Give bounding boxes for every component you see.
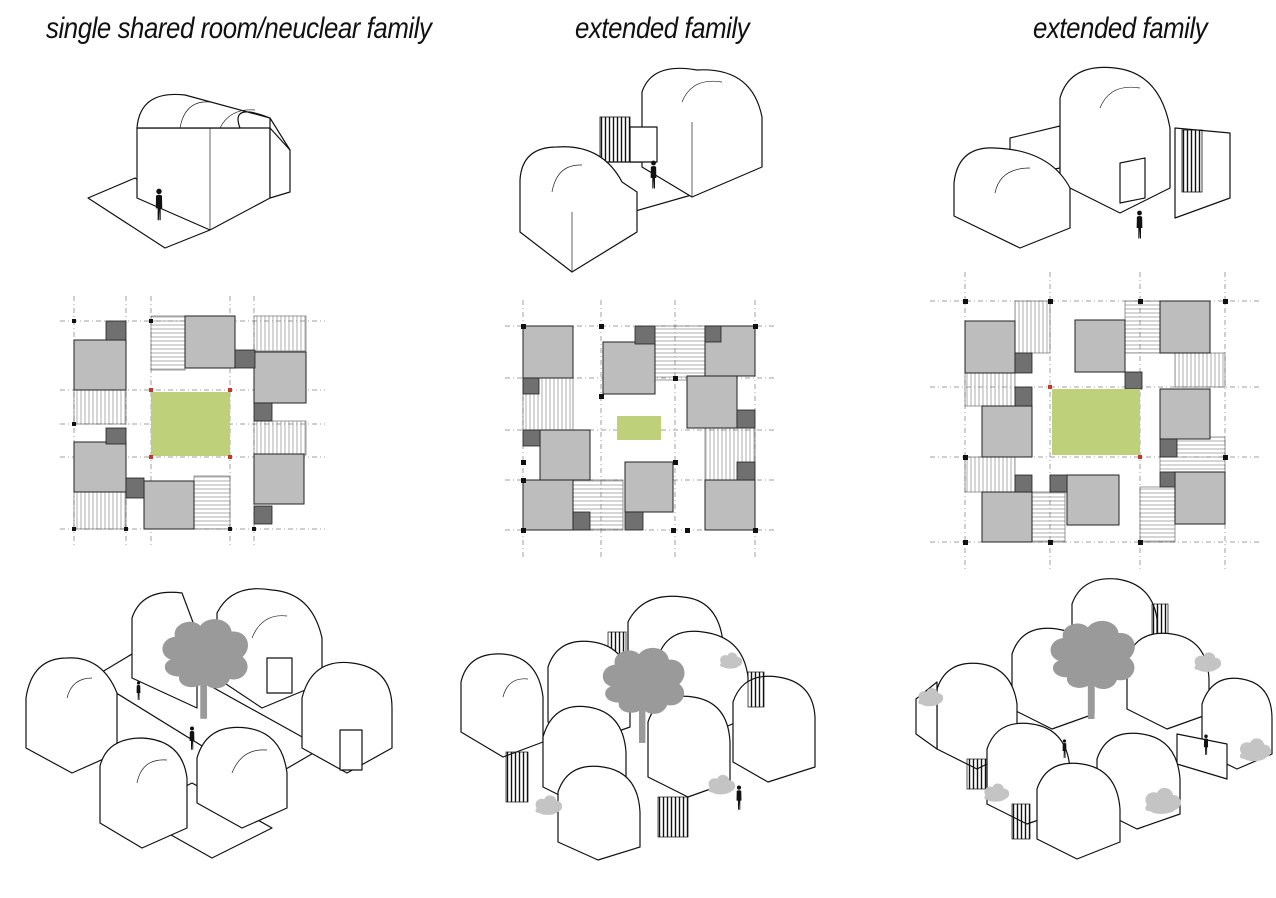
unit-axonometric-1 — [87, 93, 291, 249]
column-title-2: extended family — [575, 12, 750, 45]
cluster-axonometric-3 — [915, 578, 1273, 860]
unit-axonometric-3 — [953, 66, 1231, 249]
courtyard — [617, 416, 661, 440]
cluster-axonometric-2 — [460, 595, 816, 861]
person-icon — [736, 785, 742, 810]
column-title-3: extended family — [1033, 12, 1208, 45]
courtyard — [151, 392, 230, 456]
person-icon — [1136, 210, 1143, 239]
courtyard — [1052, 389, 1140, 455]
column-title-1: single shared room/neuclear family — [46, 12, 432, 45]
cluster-plan-2 — [505, 300, 775, 560]
cluster-plan-1 — [60, 296, 325, 546]
unit-axonometric-2 — [519, 67, 763, 273]
cluster-plan-3 — [930, 272, 1260, 572]
cluster-axonometric-1 — [25, 588, 393, 859]
